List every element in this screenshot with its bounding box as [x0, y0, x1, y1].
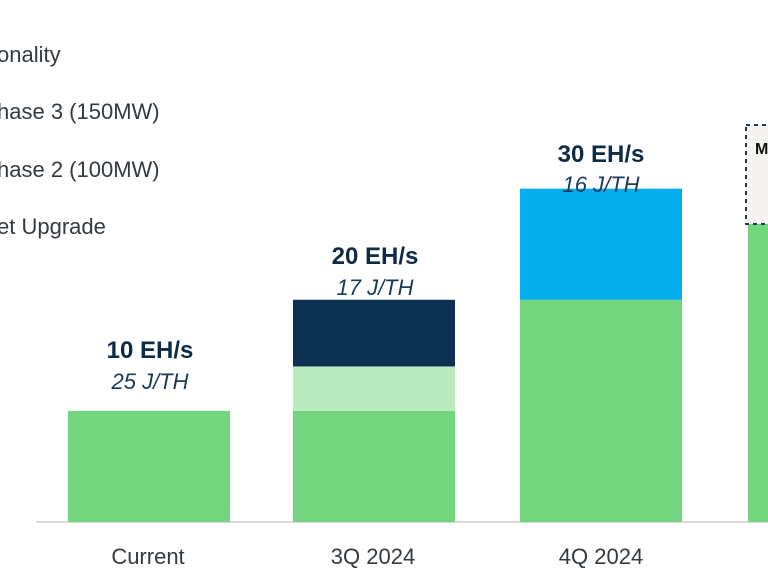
x-tick-current: Current [111, 544, 184, 569]
bar-3q2024-segment-2 [293, 366, 455, 411]
bar-3q2024-segment-3 [293, 299, 455, 367]
efficiency-label-current: 25 J/TH [110, 369, 188, 394]
legend-item-3: hase 2 (100MW) [0, 157, 160, 182]
bar-current-segment-1 [68, 410, 230, 522]
future-capacity-dashed-box [745, 124, 768, 225]
bar-next-segment-1 [748, 188, 768, 522]
x-tick-labels: Current 3Q 2024 4Q 2024 [111, 544, 643, 569]
bar-4q2024-segment-4 [520, 188, 682, 300]
legend-item-1: onality [0, 42, 61, 67]
efficiency-label-3q2024: 17 J/TH [336, 275, 413, 300]
x-tick-3q2024: 3Q 2024 [331, 544, 415, 569]
bar-4q2024-segment-1 [520, 299, 682, 522]
legend-item-2: hase 3 (150MW) [0, 99, 160, 124]
hashrate-label-3q2024: 20 EH/s [332, 243, 419, 270]
legend: onality hase 3 (150MW) hase 2 (100MW) et… [0, 42, 160, 239]
efficiency-label-4q2024: 16 J/TH [562, 172, 639, 197]
bar-annotations: 10 EH/s 25 J/TH 20 EH/s 17 J/TH 30 EH/s … [107, 141, 645, 394]
dashed-box-label: M [755, 141, 768, 158]
legend-item-4: et Upgrade [0, 214, 106, 239]
bar-3q2024-segment-1 [293, 410, 455, 522]
hashrate-label-current: 10 EH/s [107, 337, 194, 364]
hashrate-label-4q2024: 30 EH/s [558, 141, 645, 168]
x-tick-4q2024: 4Q 2024 [559, 544, 643, 569]
bars [68, 188, 768, 522]
